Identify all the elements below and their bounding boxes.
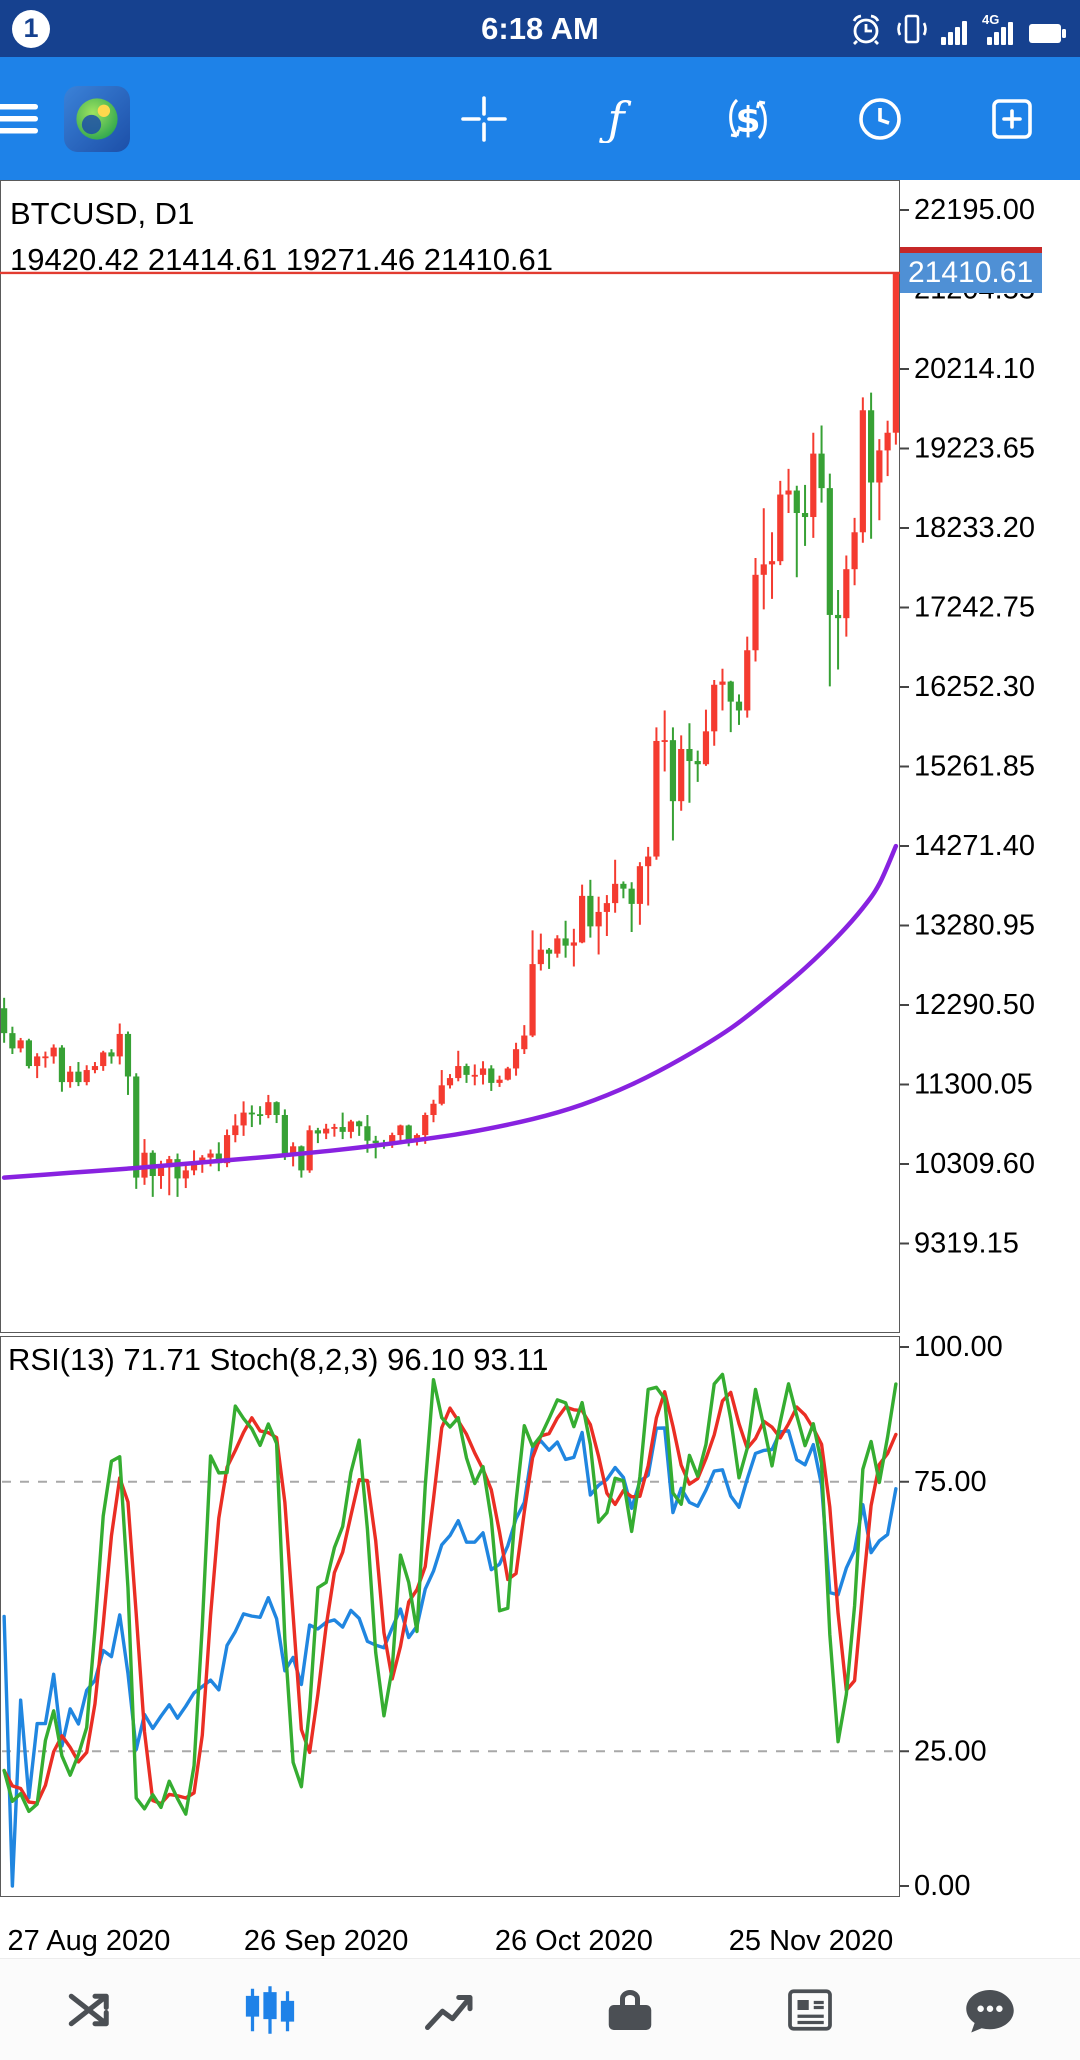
svg-text:25 Nov 2020: 25 Nov 2020 (729, 1925, 893, 1957)
charts-icon (245, 1985, 295, 2034)
messages-icon (966, 1989, 1014, 2032)
toolbar-actions: ƒ $ (460, 95, 1080, 143)
app-logo-icon (64, 85, 130, 152)
svg-text:22195.00: 22195.00 (914, 194, 1035, 226)
signal-4g-icon: 4G (982, 13, 1013, 45)
notification-count: 1 (23, 13, 39, 43)
news-icon (788, 1988, 832, 2031)
indicators-icon[interactable]: ƒ (592, 95, 640, 143)
svg-text:19223.65: 19223.65 (914, 433, 1035, 465)
svg-text:ƒ: ƒ (598, 95, 631, 143)
svg-text:12290.50: 12290.50 (914, 989, 1035, 1021)
toolbar: ƒ $ (0, 57, 1080, 180)
svg-text:0.00: 0.00 (914, 1870, 970, 1902)
timeframe-clock-icon[interactable] (856, 95, 904, 143)
nav-trade[interactable] (360, 1959, 540, 2060)
svg-text:20214.10: 20214.10 (914, 353, 1035, 385)
nav-news[interactable] (720, 1959, 900, 2060)
current-price-tag: 21410.61 (900, 253, 1042, 293)
svg-text:13280.95: 13280.95 (914, 910, 1035, 942)
new-chart-icon[interactable] (988, 95, 1036, 143)
signal-icon (941, 20, 967, 45)
crosshair-icon[interactable] (460, 95, 508, 143)
quotes-icon (68, 1993, 109, 2026)
notification-badge: 1 (12, 9, 50, 48)
svg-text:15261.85: 15261.85 (914, 751, 1035, 783)
svg-text:75.00: 75.00 (914, 1466, 987, 1498)
alarm-icon (852, 14, 880, 45)
history-icon (608, 1989, 652, 2030)
svg-text:9319.15: 9319.15 (914, 1228, 1019, 1260)
svg-text:11300.05: 11300.05 (914, 1069, 1033, 1101)
indicator-label: RSI(13) 71.71 Stoch(8,2,3) 96.10 93.11 (8, 1342, 549, 1377)
svg-text:26 Sep 2020: 26 Sep 2020 (244, 1925, 408, 1957)
svg-text:100.00: 100.00 (914, 1331, 1003, 1363)
svg-text:26 Oct 2020: 26 Oct 2020 (495, 1925, 653, 1957)
ohlc-values: 19420.42 21414.61 19271.46 21410.61 (10, 242, 554, 277)
trade-icon (425, 1994, 473, 2030)
new-order-icon[interactable]: $ (724, 95, 772, 143)
svg-text:4G: 4G (982, 13, 999, 27)
nav-charts[interactable] (180, 1959, 360, 2060)
svg-text:18233.20: 18233.20 (914, 512, 1035, 544)
menu-icon[interactable] (0, 95, 48, 143)
svg-text:25.00: 25.00 (914, 1735, 987, 1767)
status-icons: 4G (848, 11, 1068, 47)
vibrate-icon (897, 14, 927, 43)
nav-history[interactable] (540, 1959, 720, 2060)
svg-text:16252.30: 16252.30 (914, 671, 1035, 703)
svg-text:14271.40: 14271.40 (914, 830, 1035, 862)
svg-text:10309.60: 10309.60 (914, 1148, 1035, 1180)
symbol-timeframe-label: BTCUSD, D1 (10, 196, 195, 231)
svg-text:17242.75: 17242.75 (914, 592, 1035, 624)
svg-text:27 Aug 2020: 27 Aug 2020 (8, 1925, 171, 1957)
bottom-nav (0, 1958, 1080, 2060)
status-bar: 1 6:18 AM 4G (0, 0, 1080, 57)
nav-messages[interactable] (900, 1959, 1080, 2060)
nav-quotes[interactable] (0, 1959, 180, 2060)
battery-icon (1029, 23, 1066, 43)
